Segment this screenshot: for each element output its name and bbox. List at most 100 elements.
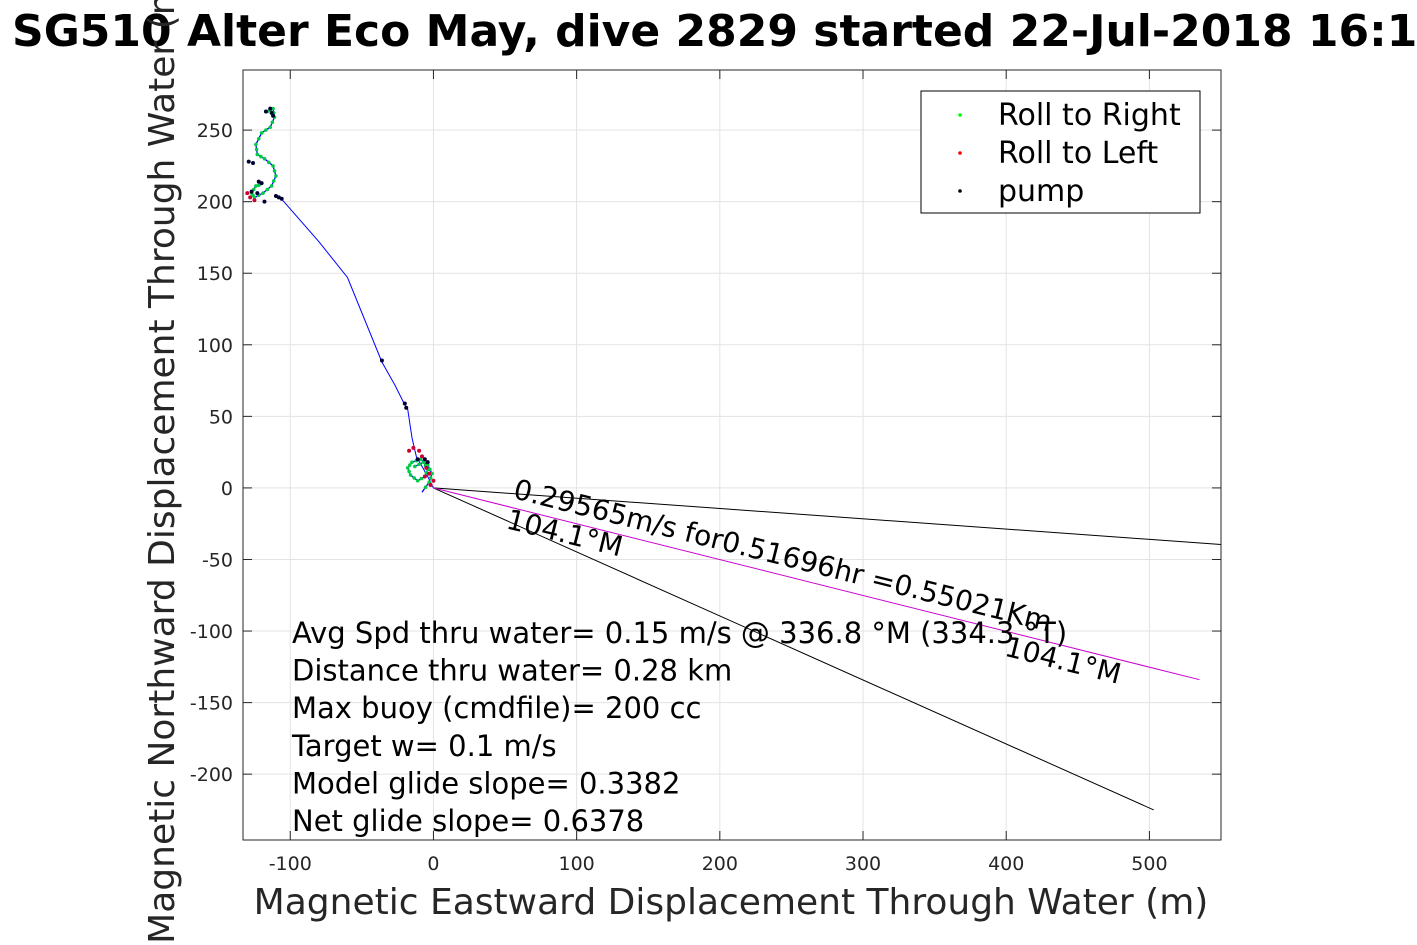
roll-left-point xyxy=(422,474,427,479)
stat-line: Max buoy (cmdfile)= 200 cc xyxy=(292,691,701,725)
stat-line: Avg Spd thru water= 0.15 m/s @ 336.8 °M … xyxy=(292,616,1067,650)
y-tick-label: -50 xyxy=(202,549,233,571)
y-tick-label: 0 xyxy=(221,478,233,500)
roll-left-point xyxy=(428,483,433,488)
stats-block: Avg Spd thru water= 0.15 m/s @ 336.8 °M … xyxy=(291,616,1067,838)
roll-right-point xyxy=(265,187,270,192)
roll-right-point xyxy=(423,485,428,490)
pump-point xyxy=(404,405,409,410)
roll-left-point xyxy=(407,448,412,453)
y-tick-label: 50 xyxy=(209,406,233,428)
roll-right-point xyxy=(272,169,277,173)
y-tick-label: 100 xyxy=(197,335,233,357)
roll-left-point xyxy=(419,454,424,459)
axis-ticks: -100 0 100 200 300 400 500 -200 -150 -100 -50 0 50 10… xyxy=(190,70,1221,875)
roll-right-point xyxy=(419,476,424,481)
pump-point xyxy=(415,457,420,462)
roll-right-point xyxy=(407,469,411,474)
x-tick-label: 0 xyxy=(427,853,439,875)
pump-point xyxy=(259,181,264,186)
x-axis-label: Magnetic Eastward Displacement Through W… xyxy=(254,882,1209,923)
x-tick-label: 200 xyxy=(702,853,738,875)
roll-right-point xyxy=(405,466,410,470)
legend-label-roll-left: Roll to Left xyxy=(998,136,1158,171)
roll-right-point xyxy=(259,154,263,159)
roll-right-point xyxy=(266,160,271,165)
roll-left-point xyxy=(248,195,253,200)
legend-box xyxy=(920,90,1201,214)
legend-marker-pump xyxy=(958,189,962,193)
stat-line: Distance thru water= 0.28 km xyxy=(292,654,732,688)
roll-right-point xyxy=(428,467,432,472)
pump-point xyxy=(422,457,427,462)
y-tick-label: -200 xyxy=(190,764,233,786)
roll-right-point xyxy=(268,125,273,130)
roll-left-point xyxy=(252,198,257,203)
roll-right-point xyxy=(262,156,267,161)
roll-left-point xyxy=(424,465,429,470)
roll-right-point xyxy=(430,471,434,476)
roll-left-point xyxy=(431,478,436,483)
roll-right-point xyxy=(252,195,257,200)
plot-frame xyxy=(242,69,1222,841)
pump-point xyxy=(268,106,273,111)
roll-right-point xyxy=(271,164,275,168)
pump-point xyxy=(402,401,407,406)
roll-left-point xyxy=(417,448,422,453)
roll-right-point xyxy=(256,183,261,188)
x-tick-label: 100 xyxy=(559,853,595,875)
y-tick-label: 150 xyxy=(197,263,233,285)
pump-point xyxy=(255,191,260,196)
roll-right-point xyxy=(417,462,421,467)
legend-marker-roll-right xyxy=(958,113,962,117)
y-tick-label: 250 xyxy=(197,120,233,142)
line-upper xyxy=(433,487,1221,545)
pump-point xyxy=(279,196,284,201)
pump-point xyxy=(251,161,256,166)
roll-right-point xyxy=(410,460,414,464)
roll-right-point xyxy=(408,473,413,477)
x-tick-label: -100 xyxy=(269,853,312,875)
x-tick-label: 500 xyxy=(1131,853,1167,875)
roll-right-point xyxy=(270,120,275,125)
roll-right-point xyxy=(412,476,416,480)
roll-left-point xyxy=(245,191,250,196)
pump-point xyxy=(379,358,384,363)
stat-line: Target w= 0.1 m/s xyxy=(291,729,557,763)
legend: Roll to Right Roll to Left pump xyxy=(920,90,1201,214)
roll-right-point xyxy=(254,147,259,152)
roll-left-point xyxy=(411,445,416,450)
legend-label-pump: pump xyxy=(998,174,1084,209)
roll-right-point xyxy=(269,184,274,188)
legend-marker-roll-left xyxy=(958,151,962,155)
pump-point xyxy=(273,193,278,198)
line-current xyxy=(433,487,1200,681)
stat-line: Net glide slope= 0.6378 xyxy=(292,804,644,838)
roll-right-point xyxy=(427,480,431,484)
roll-right-point xyxy=(255,152,260,157)
stat-line: Model glide slope= 0.3382 xyxy=(292,766,680,800)
pump-point xyxy=(262,199,267,204)
roll-right-point xyxy=(415,478,420,483)
roll-right-point xyxy=(271,106,275,111)
roll-right-point xyxy=(271,179,276,183)
chart-title: SG510 Alter Eco May, dive 2829 started 2… xyxy=(12,6,1417,57)
x-tick-label: 300 xyxy=(845,853,881,875)
pump-point xyxy=(246,159,251,164)
x-tick-label: 400 xyxy=(988,853,1024,875)
line-heading xyxy=(433,487,1154,811)
y-tick-label: 200 xyxy=(197,192,233,214)
pump-point xyxy=(271,113,276,118)
pump-point xyxy=(425,460,430,465)
roll-right-point xyxy=(254,142,258,147)
roll-right-point xyxy=(254,184,258,188)
roll-right-point xyxy=(274,174,278,178)
roll-right-point xyxy=(418,457,423,462)
roll-right-point xyxy=(408,463,412,467)
roll-right-point xyxy=(264,128,268,132)
data-layer xyxy=(245,106,1221,811)
roll-right-point xyxy=(425,463,430,467)
y-tick-label: -100 xyxy=(190,621,233,643)
pump-point xyxy=(263,109,268,114)
